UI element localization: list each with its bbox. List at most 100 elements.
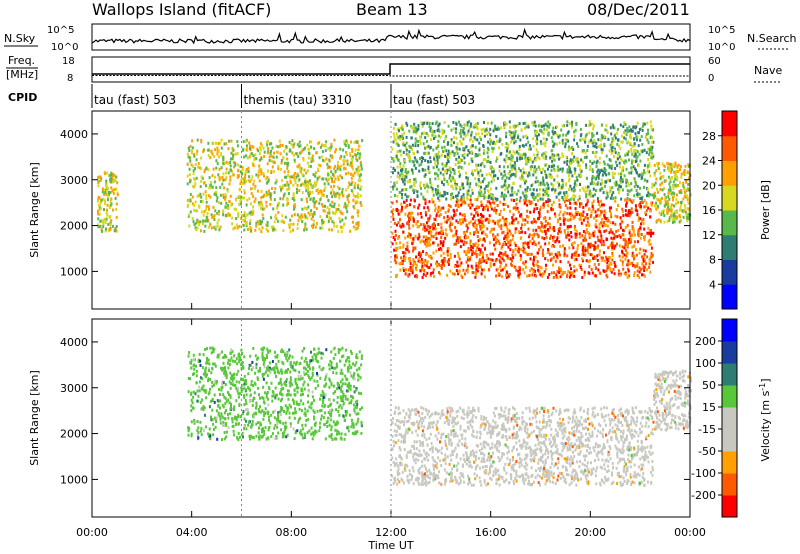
echo-cell <box>511 253 514 257</box>
echo-cell <box>521 156 524 160</box>
echo-cell <box>494 259 497 263</box>
echo-cell <box>455 122 458 126</box>
echo-cell <box>544 141 547 145</box>
echo-cell <box>414 274 417 278</box>
echo-cell <box>391 212 394 216</box>
echo-cell <box>650 124 653 128</box>
colorbar-swatch <box>722 185 737 211</box>
echo-cell <box>571 274 574 278</box>
echo-cell <box>493 141 495 145</box>
echo-cell <box>618 188 621 192</box>
echo-cell <box>467 235 470 239</box>
echo-cell <box>462 268 465 272</box>
echo-cell <box>98 205 101 209</box>
echo-cell <box>684 172 687 176</box>
echo-cell <box>440 236 443 239</box>
echo-cell <box>641 255 643 259</box>
echo-cell <box>519 214 522 218</box>
echo-cell <box>403 258 406 262</box>
echo-cell <box>656 197 659 201</box>
echo-cell <box>685 213 688 217</box>
echo-cell <box>649 120 652 124</box>
echo-cell <box>336 175 339 179</box>
echo-cell <box>409 236 412 239</box>
echo-cell <box>402 251 405 255</box>
echo-cell <box>538 270 541 274</box>
echo-cell <box>517 220 520 224</box>
echo-cell <box>273 220 276 224</box>
echo-cell <box>292 175 295 179</box>
echo-cell <box>511 221 514 225</box>
echo-cell <box>471 271 474 274</box>
echo-cell <box>236 362 239 366</box>
echo-cell <box>569 146 572 150</box>
echo-cell <box>430 183 433 187</box>
echo-cell <box>241 168 244 171</box>
echo-cell <box>410 136 413 140</box>
echo-cell <box>453 233 456 237</box>
echo-cell <box>230 203 233 207</box>
echo-cell <box>608 206 611 210</box>
echo-cell <box>573 186 576 190</box>
echo-cell <box>267 178 270 182</box>
echo-cell <box>529 158 532 162</box>
echo-cell <box>459 212 462 216</box>
echo-cell <box>600 237 603 241</box>
echo-cell <box>470 264 473 268</box>
echo-cell <box>494 209 496 213</box>
echo-cell <box>107 194 110 198</box>
echo-cell <box>466 190 469 194</box>
echo-cell <box>537 124 540 128</box>
echo-cell <box>655 177 658 181</box>
echo-cell <box>475 123 477 126</box>
echo-cell <box>401 124 404 128</box>
echo-cell <box>504 173 507 177</box>
echo-cell <box>405 273 408 276</box>
echo-cell <box>630 188 633 192</box>
echo-cell <box>475 164 478 168</box>
echo-cell <box>453 213 455 217</box>
echo-cell <box>225 160 228 164</box>
echo-cell <box>650 147 652 151</box>
echo-cell <box>639 217 642 221</box>
echo-cell <box>408 159 411 163</box>
echo-cell <box>623 253 626 257</box>
echo-cell <box>624 198 627 202</box>
echo-cell <box>566 273 569 277</box>
echo-cell <box>334 150 337 154</box>
echo-cell <box>457 272 460 276</box>
echo-cell <box>407 214 409 218</box>
echo-cell <box>557 218 560 222</box>
echo-cell <box>414 177 417 181</box>
echo-cell <box>350 140 352 144</box>
echo-cell <box>558 182 560 186</box>
echo-cell <box>413 152 415 156</box>
echo-cell <box>516 206 519 210</box>
echo-cell <box>347 193 350 197</box>
echo-cell <box>534 180 537 184</box>
echo-cell <box>422 227 424 231</box>
echo-cell <box>113 173 116 177</box>
echo-cell <box>218 228 221 232</box>
echo-cell <box>426 261 429 264</box>
echo-cell <box>306 169 309 173</box>
echo-cell <box>441 128 444 132</box>
echo-cell <box>542 188 545 192</box>
echo-cell <box>672 186 675 190</box>
echo-cell <box>494 247 497 251</box>
echo-cell <box>608 172 611 176</box>
echo-cell <box>224 178 227 182</box>
echo-cell <box>212 167 215 171</box>
echo-cell <box>545 173 548 177</box>
echo-cell <box>437 223 440 226</box>
echo-cell <box>352 220 354 224</box>
echo-cell <box>530 193 533 196</box>
echo-cell <box>250 152 253 156</box>
echo-cell <box>331 211 334 215</box>
echo-cell <box>518 265 521 269</box>
echo-cell <box>420 156 423 160</box>
echo-cell <box>471 252 474 256</box>
echo-cell <box>400 256 403 260</box>
echo-cell <box>419 157 421 161</box>
echo-cell <box>282 197 285 201</box>
